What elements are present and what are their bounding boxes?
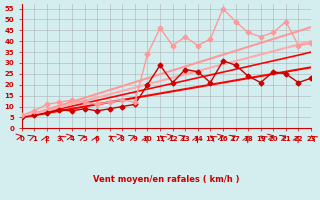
- X-axis label: Vent moyen/en rafales ( km/h ): Vent moyen/en rafales ( km/h ): [93, 175, 240, 184]
